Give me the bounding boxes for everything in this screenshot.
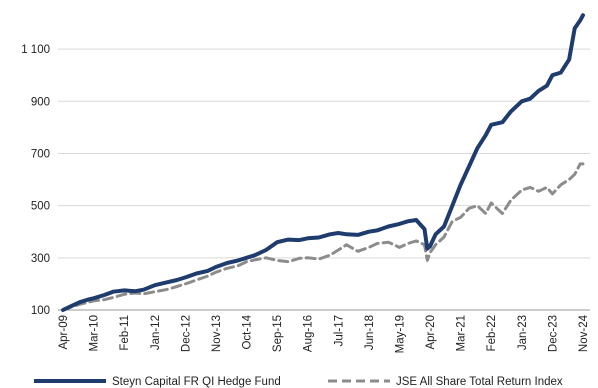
x-axis-tick-labels: Apr-09 Mar-10 Feb-11 Jan-12 Dec-12 Nov-13 Oct-… — [58, 314, 590, 353]
x-tick-label: Jan-23 — [517, 315, 529, 350]
gridlines — [58, 48, 590, 259]
x-tick-label: Apr-20 — [425, 315, 437, 350]
x-tick-label: Dec-12 — [180, 315, 192, 352]
x-tick-label: Mar-10 — [89, 315, 101, 351]
y-tick-label: 900 — [31, 96, 50, 108]
x-tick-label: Mar-21 — [456, 315, 468, 351]
y-tick-label: 700 — [31, 148, 50, 160]
x-tick-label: Nov-13 — [211, 315, 223, 352]
x-tick-label: Jul-17 — [333, 315, 345, 346]
x-tick-label: Sep-15 — [272, 315, 284, 352]
x-tick-label: Feb-22 — [486, 315, 498, 351]
legend-label-fund: Steyn Capital FR QI Hedge Fund — [112, 376, 281, 388]
x-tick-label: Dec-23 — [547, 315, 559, 352]
y-tick-label: 1 100 — [21, 44, 50, 56]
x-tick-label: Feb-11 — [119, 315, 131, 351]
y-tick-label: 100 — [31, 305, 50, 317]
series-line-index — [61, 162, 585, 312]
x-tick-label: May-19 — [394, 315, 406, 353]
legend: Steyn Capital FR QI Hedge Fund JSE All S… — [34, 376, 563, 388]
x-tick-label: Apr-09 — [58, 315, 70, 350]
x-tick-label: Oct-14 — [242, 314, 254, 349]
x-tick-label: Nov-24 — [578, 314, 590, 352]
x-tick-label: Jun-18 — [364, 315, 376, 350]
y-tick-label: 300 — [31, 253, 50, 265]
series-line-fund — [61, 13, 585, 312]
legend-label-index: JSE All Share Total Return Index — [396, 376, 563, 388]
y-tick-label: 500 — [31, 201, 50, 213]
series-lines — [61, 13, 585, 312]
y-axis-tick-labels: 100 300 500 700 900 1 100 — [21, 44, 50, 317]
x-tick-label: Jan-12 — [150, 315, 162, 350]
x-tick-label: Aug-16 — [303, 315, 315, 352]
